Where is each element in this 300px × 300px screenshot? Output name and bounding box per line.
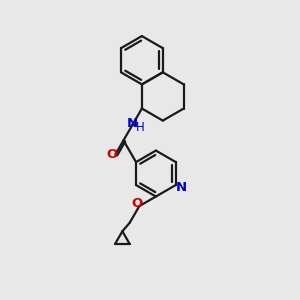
Text: O: O <box>131 196 142 210</box>
Text: N: N <box>176 182 187 194</box>
Text: O: O <box>106 148 118 161</box>
Text: H: H <box>136 121 145 134</box>
Text: N: N <box>127 117 138 130</box>
